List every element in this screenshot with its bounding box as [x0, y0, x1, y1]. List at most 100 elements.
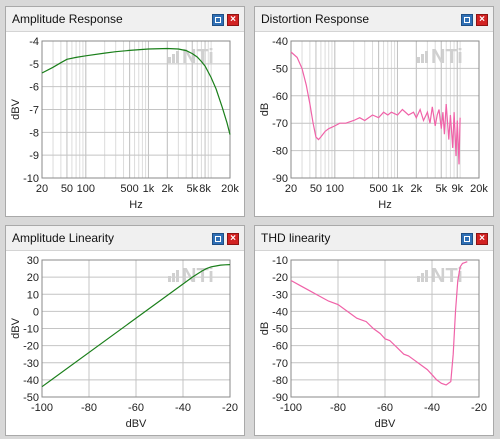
x-tick-label: 20 [285, 183, 297, 195]
watermark-bar [176, 51, 179, 63]
panel-thd-linearity: THD linearity × NTi -90 -80 -70 -60 -50 -40 -30… [254, 225, 494, 436]
panel-titlebar: Distortion Response × [255, 7, 493, 32]
y-tick-label: -40 [272, 36, 288, 48]
x-tick-label: -60 [128, 402, 144, 414]
watermark-bar [425, 51, 428, 63]
plot-frame [290, 259, 480, 398]
x-tick-label: 500 [120, 183, 138, 195]
y-tick-label: -7 [29, 105, 39, 117]
dock-icon[interactable] [461, 14, 473, 26]
watermark-bar [168, 276, 171, 282]
x-tick-label: -80 [330, 402, 346, 414]
y-tick-label: -90 [272, 173, 288, 185]
y-tick-label: -8 [29, 127, 39, 139]
panel-titlebar: Amplitude Response × [6, 7, 244, 32]
watermark-bar [172, 54, 175, 63]
close-icon[interactable]: × [227, 233, 239, 245]
y-tick-label: -40 [272, 306, 288, 318]
y-tick-label: -60 [272, 341, 288, 353]
x-axis-label: dBV [375, 418, 396, 430]
close-icon[interactable]: × [227, 14, 239, 26]
panel-title: Amplitude Linearity [12, 231, 115, 245]
y-tick-label: -30 [23, 358, 39, 370]
x-tick-label: -100 [280, 402, 302, 414]
watermark-bar [168, 57, 171, 63]
watermark-text: NTi [431, 46, 463, 68]
y-tick-label: -60 [272, 91, 288, 103]
x-tick-label: 50 [61, 183, 73, 195]
x-tick-label: -80 [81, 402, 97, 414]
x-tick-label: 500 [369, 183, 387, 195]
y-tick-label: -70 [272, 358, 288, 370]
x-tick-label: 1k [392, 183, 404, 195]
y-tick-label: 30 [27, 255, 39, 267]
amplitude-response-chart: NTi-10-9-8-7-6-5-420 50 100 500 1k 2k 5k 8k 20kH… [10, 36, 239, 211]
watermark-bar [417, 57, 420, 63]
x-tick-label: -40 [175, 402, 191, 414]
watermark-text: NTi [182, 265, 214, 287]
y-tick-label: -4 [29, 36, 39, 48]
y-tick-label: -50 [272, 324, 288, 336]
y-tick-label: -10 [272, 255, 288, 267]
panel-titlebar: Amplitude Linearity × [6, 226, 244, 251]
panel-titlebar: THD linearity × [255, 226, 493, 251]
y-axis-label: dB [259, 322, 271, 335]
distortion-response-chart: NTi -90 -80 -70 -60 -50 -40 20 50 100 500 1k 2k 5k 9k 2… [259, 36, 488, 211]
y-tick-label: 10 [27, 289, 39, 301]
plot-frame [290, 40, 480, 179]
x-tick-label: 2k [411, 183, 423, 195]
panel-title: Distortion Response [261, 12, 370, 26]
panel-title: THD linearity [261, 231, 331, 245]
watermark-text: NTi [431, 265, 463, 287]
close-icon[interactable]: × [476, 14, 488, 26]
y-tick-label: -30 [272, 289, 288, 301]
series-line [41, 47, 231, 135]
x-tick-label: 5k [186, 183, 198, 195]
dock-icon[interactable] [212, 14, 224, 26]
series-line [290, 51, 461, 165]
nti-watermark: NTi [417, 46, 463, 68]
y-tick-label: -70 [272, 118, 288, 130]
y-tick-label: -90 [272, 392, 288, 404]
y-tick-label: -10 [23, 324, 39, 336]
y-tick-label: -50 [23, 392, 39, 404]
x-tick-label: -60 [377, 402, 393, 414]
series-line [41, 264, 231, 388]
watermark-bar [176, 270, 179, 282]
y-tick-label: -20 [23, 341, 39, 353]
x-tick-label: 5k [435, 183, 447, 195]
panel-amplitude-response: Amplitude Response × NTi -10 -9 -8 -7 -6 -5 -4 2… [5, 6, 245, 217]
y-tick-label: -80 [272, 146, 288, 158]
y-tick-label: -80 [272, 375, 288, 387]
watermark-bar [421, 54, 424, 63]
y-axis-label: dB [259, 103, 271, 116]
y-tick-label: -9 [29, 150, 39, 162]
dock-icon[interactable] [212, 233, 224, 245]
panel-amplitude-linearity: Amplitude Linearity × NTi -50 -40 -30 -20 -10… [5, 225, 245, 436]
watermark-bar [421, 273, 424, 282]
x-tick-label: 8k [199, 183, 211, 195]
x-tick-label: 20k [470, 183, 488, 195]
close-icon[interactable]: × [476, 233, 488, 245]
x-axis-label: Hz [129, 199, 142, 211]
x-axis-label: dBV [126, 418, 147, 430]
x-tick-label: -20 [471, 402, 487, 414]
x-tick-label: -20 [222, 402, 238, 414]
nti-watermark: NTi [168, 265, 214, 287]
x-axis-label: Hz [378, 199, 391, 211]
panel-title: Amplitude Response [12, 12, 123, 26]
x-tick-label: -40 [424, 402, 440, 414]
dock-icon[interactable] [461, 233, 473, 245]
x-tick-label: 1k [143, 183, 155, 195]
thd-linearity-chart: NTi -90 -80 -70 -60 -50 -40 -30 -20 -10 -100 -80 -60… [259, 255, 487, 430]
y-tick-label: -50 [272, 63, 288, 75]
x-tick-label: 20k [221, 183, 239, 195]
y-tick-label: -6 [29, 82, 39, 94]
series-line [290, 261, 468, 386]
y-axis-label: dBV [10, 317, 22, 338]
watermark-bar [172, 273, 175, 282]
plot-frame [41, 40, 231, 179]
x-tick-label: 9k [451, 183, 463, 195]
nti-watermark: NTi [417, 265, 463, 287]
